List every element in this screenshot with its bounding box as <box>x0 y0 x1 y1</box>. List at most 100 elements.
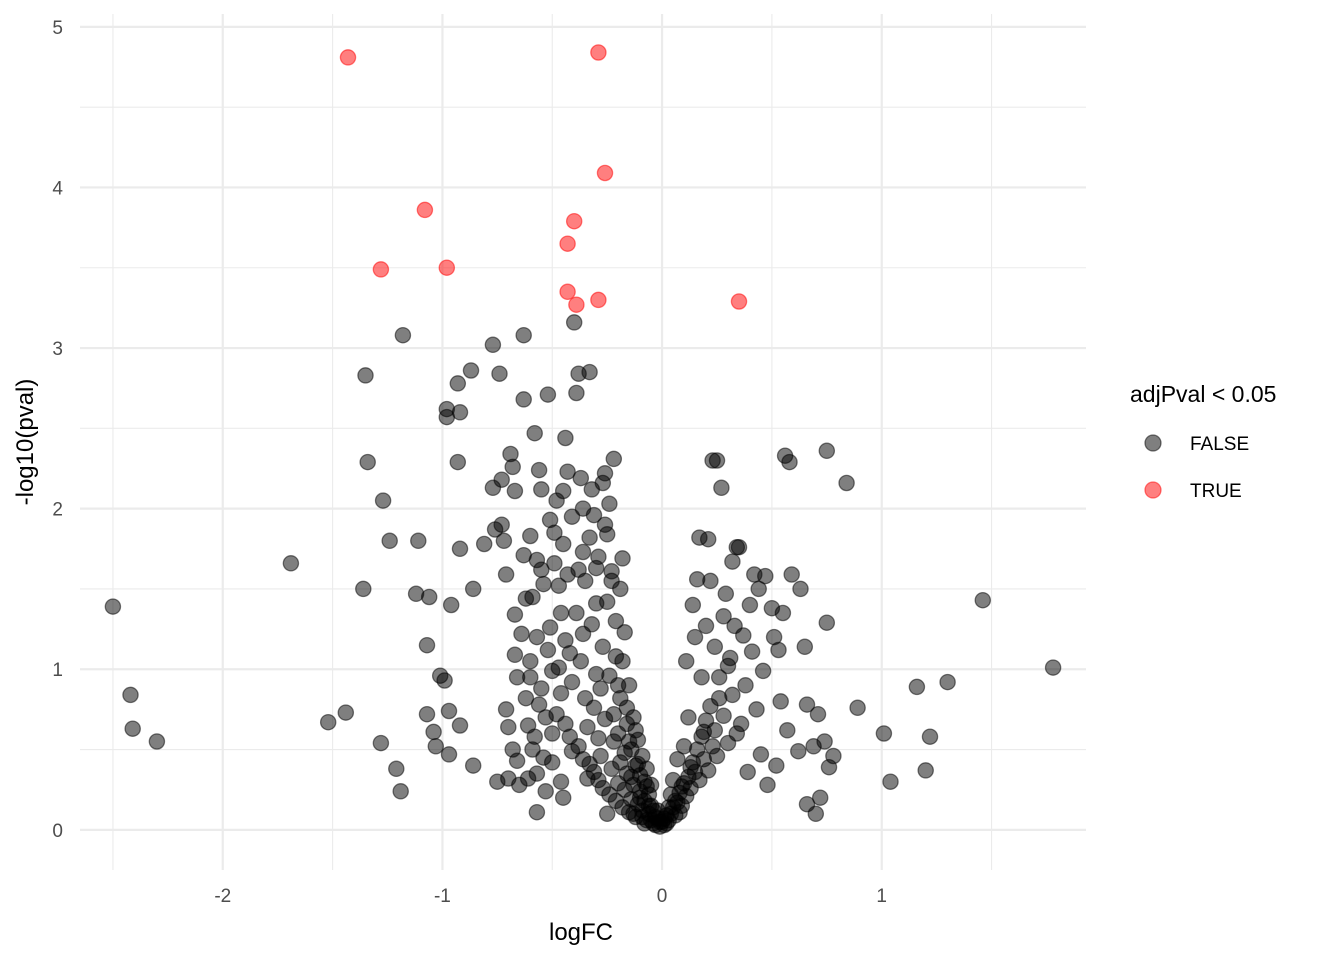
data-point <box>581 363 598 381</box>
data-point <box>684 596 702 614</box>
data-point <box>524 588 541 606</box>
data-point <box>530 696 548 713</box>
data-point <box>539 386 557 403</box>
data-point <box>506 646 524 664</box>
data-point <box>882 773 899 790</box>
data-point <box>493 516 510 533</box>
data-point <box>451 404 469 421</box>
data-point <box>748 701 765 718</box>
data-point <box>565 212 583 230</box>
data-point <box>554 789 572 806</box>
data-point <box>620 677 638 694</box>
data-point <box>811 789 829 806</box>
data-point <box>607 612 625 630</box>
data-point <box>686 628 704 646</box>
data-point <box>917 762 934 779</box>
data-point <box>355 580 372 598</box>
data-point <box>579 718 596 736</box>
data-point <box>565 314 583 331</box>
data-point <box>427 738 445 755</box>
data-point <box>522 527 539 545</box>
data-point <box>504 741 521 758</box>
data-point <box>838 474 855 492</box>
data-point <box>420 588 438 606</box>
y-tick-label: 3 <box>52 339 63 360</box>
data-point <box>629 731 647 749</box>
data-point <box>572 652 590 670</box>
data-point <box>596 164 614 182</box>
data-point <box>392 783 409 800</box>
data-point <box>774 604 792 622</box>
data-point <box>436 672 453 689</box>
x-tick-label: -2 <box>214 886 231 907</box>
data-point <box>572 469 590 487</box>
data-point <box>875 725 893 742</box>
data-point <box>522 652 539 670</box>
data-point <box>796 638 814 656</box>
data-point <box>699 530 717 548</box>
data-point <box>339 49 357 66</box>
data-point <box>552 604 570 622</box>
data-point <box>737 677 754 694</box>
legend-key <box>1144 434 1162 452</box>
data-point <box>416 201 434 219</box>
data-point <box>552 685 570 702</box>
data-point <box>533 680 550 697</box>
data-point <box>104 598 122 615</box>
data-point <box>552 773 570 790</box>
data-point <box>425 723 442 741</box>
data-point <box>533 481 550 498</box>
data-point <box>642 776 660 794</box>
data-point <box>543 754 561 771</box>
data-point <box>464 757 482 774</box>
data-point <box>357 367 374 384</box>
data-point <box>451 717 469 734</box>
data-point <box>728 725 746 742</box>
data-point <box>148 733 166 750</box>
legend-entry-true: TRUE <box>1144 481 1242 502</box>
data-point <box>715 608 732 625</box>
legend: adjPval < 0.05 FALSE TRUE <box>1130 381 1276 502</box>
legend-entry-false: FALSE <box>1144 434 1249 455</box>
data-point <box>706 638 724 656</box>
x-tick-label: 1 <box>876 886 887 907</box>
data-point <box>124 720 141 737</box>
data-point <box>594 638 612 656</box>
data-point <box>759 776 776 794</box>
data-point <box>768 757 785 774</box>
y-tick-label: 0 <box>52 821 63 842</box>
data-point <box>779 722 796 739</box>
data-point <box>394 326 412 344</box>
data-point <box>792 580 809 598</box>
data-point <box>974 591 992 609</box>
data-point <box>781 453 798 471</box>
x-tick-label: 0 <box>657 886 668 907</box>
legend-label: TRUE <box>1190 481 1242 502</box>
data-point <box>1044 659 1062 676</box>
data-point <box>504 458 521 476</box>
y-tick-label: 4 <box>52 178 63 199</box>
data-point <box>715 707 732 725</box>
data-point <box>616 624 633 641</box>
data-point <box>596 516 614 533</box>
data-point <box>605 450 623 468</box>
data-point <box>543 725 561 742</box>
data-point <box>508 669 526 686</box>
data-point <box>717 585 735 603</box>
data-point <box>741 596 759 614</box>
legend-key <box>1144 481 1162 499</box>
data-point <box>526 728 543 745</box>
data-points <box>104 44 1062 835</box>
data-point <box>282 555 300 572</box>
data-point <box>337 704 355 721</box>
y-tick-label: 2 <box>52 500 63 521</box>
data-point <box>750 580 767 598</box>
data-point <box>849 699 866 717</box>
data-point <box>680 709 697 726</box>
data-point <box>506 606 524 623</box>
data-point <box>625 709 642 726</box>
data-point <box>598 805 616 823</box>
data-point <box>596 465 614 482</box>
data-point <box>563 508 581 525</box>
